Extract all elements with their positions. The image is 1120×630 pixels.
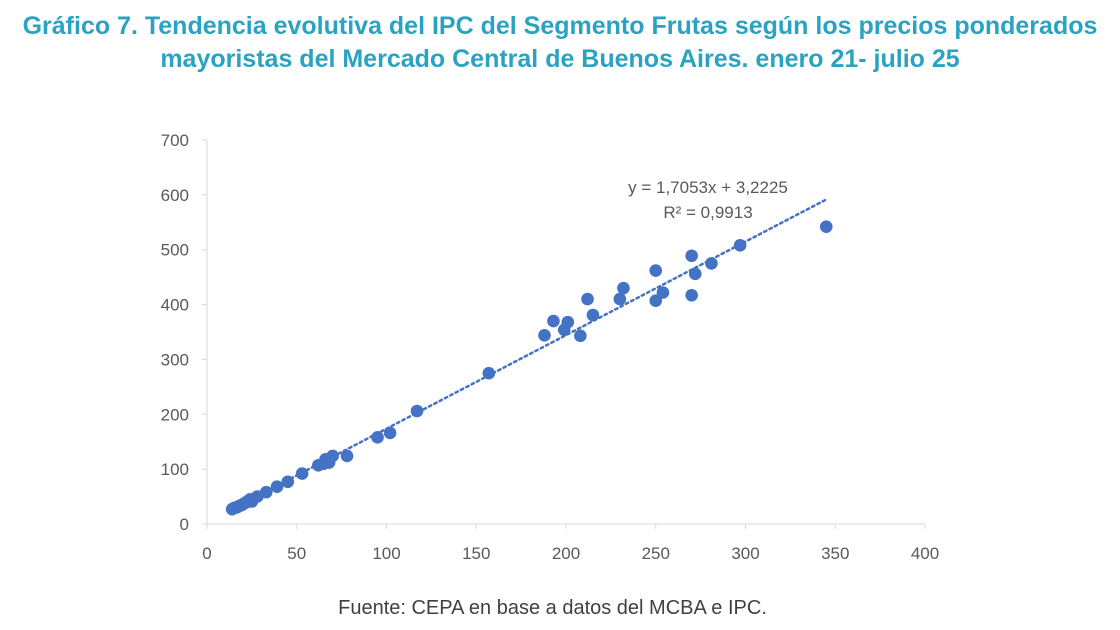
data-point (819, 220, 833, 233)
data-point (613, 292, 627, 306)
data-point (281, 475, 295, 489)
data-points (225, 220, 833, 516)
data-point (561, 315, 575, 329)
x-tick-label: 200 (552, 544, 580, 563)
data-point (270, 480, 284, 493)
trendline-r2: R² = 0,9913 (663, 203, 752, 222)
x-tick-label: 350 (821, 544, 849, 563)
y-tick-label: 400 (161, 296, 189, 315)
y-tick-label: 200 (161, 405, 189, 424)
x-tick-label: 300 (731, 544, 759, 563)
data-point (538, 328, 551, 342)
data-point (617, 281, 630, 295)
source-note: Fuente: CEPA en base a datos del MCBA e … (338, 597, 767, 619)
x-tick-label: 400 (911, 544, 939, 563)
data-point (685, 288, 698, 302)
data-point (259, 485, 273, 499)
trendline-labels: y = 1,7053x + 3,2225 R² = 0,9913 (628, 178, 788, 222)
data-point (371, 431, 384, 444)
axes: 0 100 200 300 400 500 600 700 0 50 100 150 200 250 300… (161, 131, 940, 563)
y-tick-label: 300 (161, 350, 189, 369)
data-point (574, 329, 587, 343)
y-tick-label: 600 (161, 186, 189, 205)
data-point (340, 449, 354, 463)
data-point (688, 267, 702, 281)
x-tick-label: 250 (642, 544, 670, 563)
x-tick-label: 150 (462, 544, 490, 563)
data-point (586, 308, 600, 322)
data-point (581, 292, 594, 306)
x-tick-label: 100 (372, 544, 400, 563)
data-point (383, 426, 397, 440)
data-point (705, 257, 718, 270)
chart-title: Gráfico 7. Tendencia evolutiva del IPC d… (22, 12, 1098, 73)
y-tick-label: 100 (161, 460, 189, 479)
data-point (649, 264, 663, 277)
data-point (733, 239, 747, 252)
data-point (685, 249, 698, 263)
y-tick-label: 700 (161, 131, 189, 150)
y-tick-label: 500 (161, 241, 189, 260)
data-point (482, 366, 496, 380)
data-point (326, 449, 339, 463)
data-point (295, 467, 309, 480)
x-tick-label: 0 (202, 544, 211, 563)
data-point (656, 286, 670, 299)
trendline-equation: y = 1,7053x + 3,2225 (628, 178, 788, 197)
y-tick-label: 0 (180, 515, 189, 534)
x-tick-label: 50 (287, 544, 306, 563)
data-point (649, 294, 663, 308)
data-point (547, 314, 560, 328)
data-point (410, 404, 424, 418)
